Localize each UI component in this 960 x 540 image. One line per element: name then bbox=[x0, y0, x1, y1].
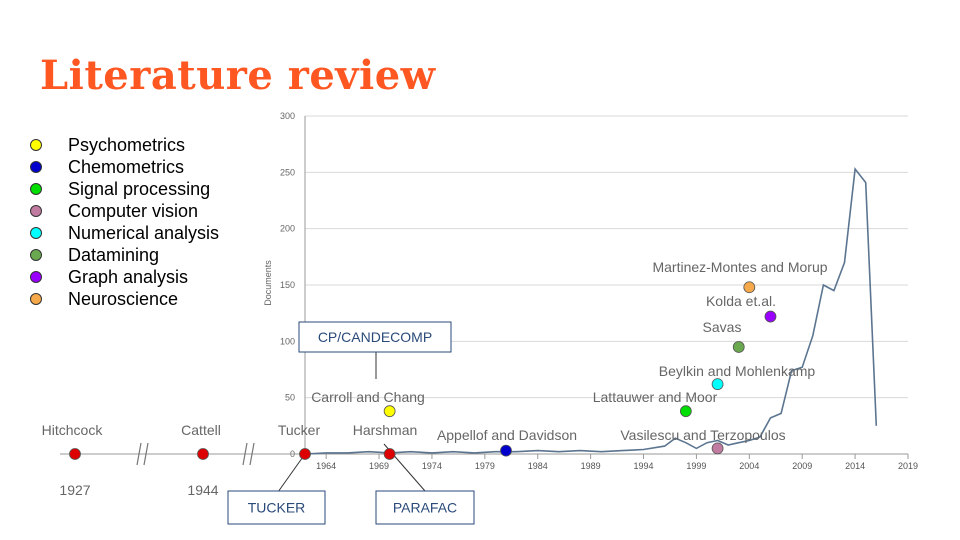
x-tick-label: 1979 bbox=[475, 461, 495, 471]
legend-item-psychometrics: Psychometrics bbox=[30, 134, 219, 156]
tucker-connector bbox=[277, 453, 306, 493]
x-tick-label: 2014 bbox=[845, 461, 865, 471]
timeline-point-label: Lattauwer and Moor bbox=[593, 389, 718, 405]
legend-label: Datamining bbox=[68, 244, 160, 265]
timeline-point bbox=[69, 448, 81, 460]
timeline-point-label: Savas bbox=[703, 319, 742, 335]
page-title: Literature review bbox=[40, 52, 436, 99]
timeline-point-label: Appellof and Davidson bbox=[437, 427, 577, 443]
timeline-point bbox=[299, 448, 311, 460]
legend-item-numerical-analysis: Numerical analysis bbox=[30, 222, 219, 244]
y-tick-label: 100 bbox=[280, 336, 295, 346]
legend-dot bbox=[30, 227, 42, 239]
legend-label: Computer vision bbox=[68, 200, 199, 221]
legend-dot bbox=[30, 161, 42, 173]
x-tick-label: 1969 bbox=[369, 461, 389, 471]
timeline-point-label: Tucker bbox=[278, 422, 321, 438]
timeline-point bbox=[500, 444, 512, 457]
legend-item-chemometrics: Chemometrics bbox=[30, 156, 219, 178]
documents-line bbox=[304, 166, 878, 455]
x-tick-label: 1984 bbox=[528, 461, 548, 471]
timeline-point bbox=[732, 341, 745, 353]
legend-label: Chemometrics bbox=[68, 156, 185, 177]
parafac-box bbox=[375, 490, 475, 525]
timeline-break bbox=[136, 442, 142, 466]
y-tick-label: 200 bbox=[280, 224, 295, 234]
legend-label: Graph analysis bbox=[68, 266, 189, 287]
timeline-year-label: 1927 bbox=[59, 482, 90, 498]
timeline-break bbox=[143, 442, 149, 466]
timeline-break bbox=[242, 442, 248, 466]
legend-dot bbox=[30, 183, 42, 195]
legend-label: Numerical analysis bbox=[68, 222, 220, 243]
timeline-point bbox=[711, 442, 724, 455]
cp-candecomp-box bbox=[298, 321, 452, 353]
timeline-point-label: Kolda et.al. bbox=[706, 293, 776, 309]
timeline-break bbox=[249, 442, 255, 466]
timeline-point-label: Harshman bbox=[353, 422, 418, 438]
timeline-point bbox=[743, 281, 756, 294]
x-tick-label: 2004 bbox=[739, 461, 759, 471]
y-tick-label: 250 bbox=[280, 167, 295, 177]
x-tick-label: 1989 bbox=[581, 461, 601, 471]
legend-dot bbox=[30, 249, 42, 261]
timeline-point-label: Martinez-Montes and Morup bbox=[652, 259, 827, 275]
y-tick-label: 50 bbox=[285, 393, 295, 403]
legend-label: Psychometrics bbox=[68, 134, 186, 155]
timeline-year-label: 1944 bbox=[187, 482, 218, 498]
legend-dot bbox=[30, 205, 42, 217]
x-tick-label: 1994 bbox=[634, 461, 654, 471]
timeline-point bbox=[383, 405, 396, 418]
timeline-point-label: Beylkin and Mohlenkamp bbox=[659, 363, 816, 379]
legend-dot bbox=[30, 271, 42, 283]
x-tick-label: 1999 bbox=[686, 461, 706, 471]
timeline-point-label: Hitchcock bbox=[42, 422, 104, 438]
x-tick-label: 2009 bbox=[792, 461, 812, 471]
legend-item-signal-processing: Signal processing bbox=[30, 178, 219, 200]
legend: Psychometrics Chemometrics Signal proces… bbox=[30, 134, 219, 310]
cp-candecomp-label: CP/CANDECOMP bbox=[318, 329, 432, 345]
legend-item-computer-vision: Computer vision bbox=[30, 200, 219, 222]
legend-item-datamining: Datamining bbox=[30, 244, 219, 266]
timeline-point bbox=[711, 378, 724, 391]
timeline-point bbox=[197, 448, 209, 460]
timeline-point-label: Vasilescu and Terzopoulos bbox=[620, 427, 785, 443]
timeline-point bbox=[679, 405, 692, 418]
y-axis-label: Documents bbox=[263, 260, 273, 306]
tucker-label: TUCKER bbox=[248, 500, 306, 516]
legend-label: Neuroscience bbox=[68, 288, 179, 309]
x-tick-label: 1974 bbox=[422, 461, 442, 471]
timeline-point bbox=[383, 448, 396, 460]
timeline-point-label: Cattell bbox=[181, 422, 221, 438]
y-tick-label: 150 bbox=[280, 280, 295, 290]
x-tick-label: 2019 bbox=[898, 461, 918, 471]
legend-dot bbox=[30, 139, 42, 151]
tucker-box bbox=[227, 490, 326, 525]
parafac-label: PARAFAC bbox=[393, 500, 457, 516]
legend-item-graph-analysis: Graph analysis bbox=[30, 266, 219, 288]
legend-label: Signal processing bbox=[68, 178, 211, 199]
legend-item-neuroscience: Neuroscience bbox=[30, 288, 219, 310]
legend-dot bbox=[30, 293, 42, 305]
timeline-point bbox=[764, 310, 777, 323]
x-tick-label: 1964 bbox=[316, 461, 336, 471]
timeline-point-label: Carroll and Chang bbox=[311, 389, 425, 405]
y-tick-label: 300 bbox=[280, 111, 295, 121]
